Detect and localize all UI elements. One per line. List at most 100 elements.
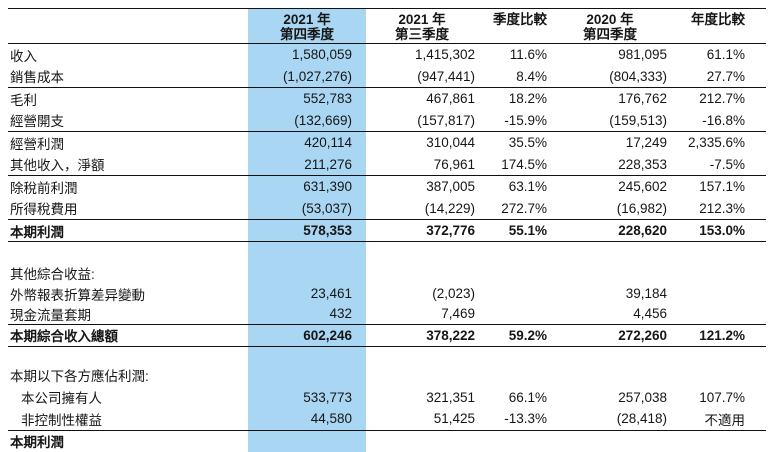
row-label: 非控制性權益 — [8, 408, 248, 431]
section-row-other-comprehensive-income: 其他綜合收益: — [8, 261, 766, 284]
table-row-clipped-bottom: 本期利潤 — [8, 430, 766, 452]
table-row-cash-flow-hedge: 現金流量套期 432 7,469 4,456 — [8, 303, 766, 325]
empty-cell — [478, 364, 550, 386]
row-label: 本期利潤 — [10, 435, 64, 451]
header-2021-q4-period: 第四季度 — [280, 27, 334, 42]
cell-qoq: 8.4% — [478, 65, 550, 88]
cell-2021q3: 378,222 — [366, 324, 478, 347]
cell-qoq — [478, 303, 550, 325]
cell-qoq: 11.6% — [509, 47, 547, 63]
cell-2021q3: (2,023) — [432, 286, 475, 301]
spacer-cell — [366, 346, 478, 364]
cell-2021q3: 321,351 — [426, 389, 475, 405]
cell-2020q4: 257,038 — [618, 389, 667, 405]
row-label: 現金流量套期 — [8, 303, 248, 325]
cell-2021q4: 533,773 — [248, 386, 366, 408]
cell-2021q4: 432 — [248, 303, 366, 325]
cell-2021q4: (1,027,276) — [248, 65, 366, 88]
cell-2021q4: 631,390 — [248, 175, 366, 198]
table-row-profit-for-period: 本期利潤 578,353 372,776 55.1% 228,620 153.0… — [8, 219, 766, 242]
cell-2021q4: (132,669) — [248, 109, 366, 132]
cell-2021q3: 1,415,302 — [414, 47, 475, 63]
empty-cell — [670, 430, 766, 452]
cell-qoq: 59.2% — [478, 324, 550, 347]
empty-cell — [366, 364, 478, 386]
cell-2021q3: (157,817) — [366, 109, 478, 132]
cell-2021q3: 310,044 — [426, 135, 475, 151]
row-label: 經營開支 — [8, 109, 248, 132]
cell-yoy: 212.3% — [670, 197, 766, 220]
table-row-operating-profit: 經營利潤 420,114 310,044 35.5% 17,249 2,335.… — [8, 131, 766, 154]
cell-yoy: 27.7% — [670, 65, 766, 88]
spacer-cell — [8, 242, 248, 262]
header-2021-q4: 2021 年 第四季度 — [248, 8, 366, 44]
cell-qoq: -15.9% — [478, 109, 550, 132]
cell-2021q3: 7,469 — [366, 303, 478, 325]
table-row-currency-translation: 外幣報表折算差异變動 23,461 (2,023) 39,184 — [8, 283, 766, 304]
empty-cell — [366, 262, 478, 284]
header-2020-q4-year: 2020 年 — [586, 12, 634, 27]
header-2021-q4-year: 2021 年 — [283, 12, 331, 27]
cell-2020q4: 272,260 — [550, 324, 670, 347]
cell-2020q4: 245,602 — [618, 179, 667, 195]
cell-qoq: 66.1% — [508, 389, 547, 405]
table-row-owners-of-company: 本公司擁有人 533,773 321,351 66.1% 257,038 107… — [8, 386, 766, 408]
empty-cell — [248, 261, 366, 284]
table-row-gross-profit: 毛利 552,783 467,861 18.2% 176,762 212.7% — [8, 87, 766, 110]
spacer-cell — [670, 242, 766, 262]
row-label: 本公司擁有人 — [21, 391, 102, 406]
table-row-income-tax: 所得稅費用 (53,037) (14,229) 272.7% (16,982) … — [8, 197, 766, 220]
cell-yoy: 153.0% — [670, 219, 766, 242]
spacer-cell — [366, 242, 478, 262]
cell-yoy: 212.7% — [699, 91, 745, 107]
empty-cell — [670, 262, 766, 284]
spacer-cell — [478, 242, 550, 262]
cell-2021q3: 372,776 — [366, 219, 478, 242]
spacer-row — [8, 346, 766, 364]
table-row-cost-of-sales: 銷售成本 (1,027,276) (947,441) 8.4% (804,333… — [8, 65, 766, 88]
spacer-row — [8, 241, 766, 262]
cell-qoq — [478, 284, 550, 304]
row-label: 外幣報表折算差异變動 — [10, 287, 145, 303]
header-2021-q3-year: 2021 年 — [398, 12, 446, 27]
cell-yoy: 不適用 — [670, 408, 766, 431]
row-label: 收入 — [10, 48, 37, 64]
empty-cell — [550, 262, 670, 284]
section-row-profit-attributable: 本期以下各方應佔利潤: — [8, 364, 766, 386]
header-2021-q3: 2021 年 第三季度 — [366, 8, 478, 44]
cell-qoq: 272.7% — [478, 197, 550, 220]
spacer-cell — [478, 346, 550, 364]
cell-yoy: 157.1% — [699, 179, 745, 195]
cell-yoy: 61.1% — [706, 47, 745, 63]
cell-2020q4: (16,982) — [550, 197, 670, 220]
header-empty-cell — [8, 8, 248, 44]
row-label: 毛利 — [10, 92, 37, 108]
empty-cell — [248, 364, 366, 386]
spacer-cell — [550, 346, 670, 364]
empty-cell — [366, 430, 478, 452]
cell-2021q3: (947,441) — [366, 65, 478, 88]
spacer-cell — [248, 241, 366, 262]
financial-results-table: 2021 年 第四季度 2021 年 第三季度 季度比較 2020 年 第四季度… — [8, 8, 766, 452]
cell-2021q3: 387,005 — [426, 179, 475, 195]
cell-yoy: -16.8% — [670, 109, 766, 132]
cell-qoq: 174.5% — [478, 153, 550, 176]
cell-2020q4: (28,418) — [550, 408, 670, 431]
cell-2021q3: 51,425 — [366, 408, 478, 431]
table-row-other-income: 其他收入，淨額 211,276 76,961 174.5% 228,353 -7… — [8, 153, 766, 176]
spacer-cell — [670, 346, 766, 364]
row-label: 本期利潤 — [8, 219, 248, 242]
table-row-revenue: 收入 1,580,059 1,415,302 11.6% 981,095 61.… — [8, 43, 766, 66]
cell-2021q4: 1,580,059 — [248, 43, 366, 66]
cell-2020q4: 176,762 — [618, 91, 667, 107]
header-2021-q3-period: 第三季度 — [395, 27, 449, 42]
empty-cell — [478, 262, 550, 284]
header-qoq-comparison: 季度比較 — [478, 8, 550, 44]
section-label: 本期以下各方應佔利潤: — [10, 369, 149, 384]
cell-qoq: 18.2% — [508, 91, 547, 107]
cell-2021q4: (53,037) — [248, 197, 366, 220]
cell-2021q4: 420,114 — [248, 131, 366, 154]
cell-2020q4: 228,353 — [550, 153, 670, 176]
cell-2021q4: 211,276 — [248, 153, 366, 176]
cell-2020q4: 4,456 — [550, 303, 670, 325]
